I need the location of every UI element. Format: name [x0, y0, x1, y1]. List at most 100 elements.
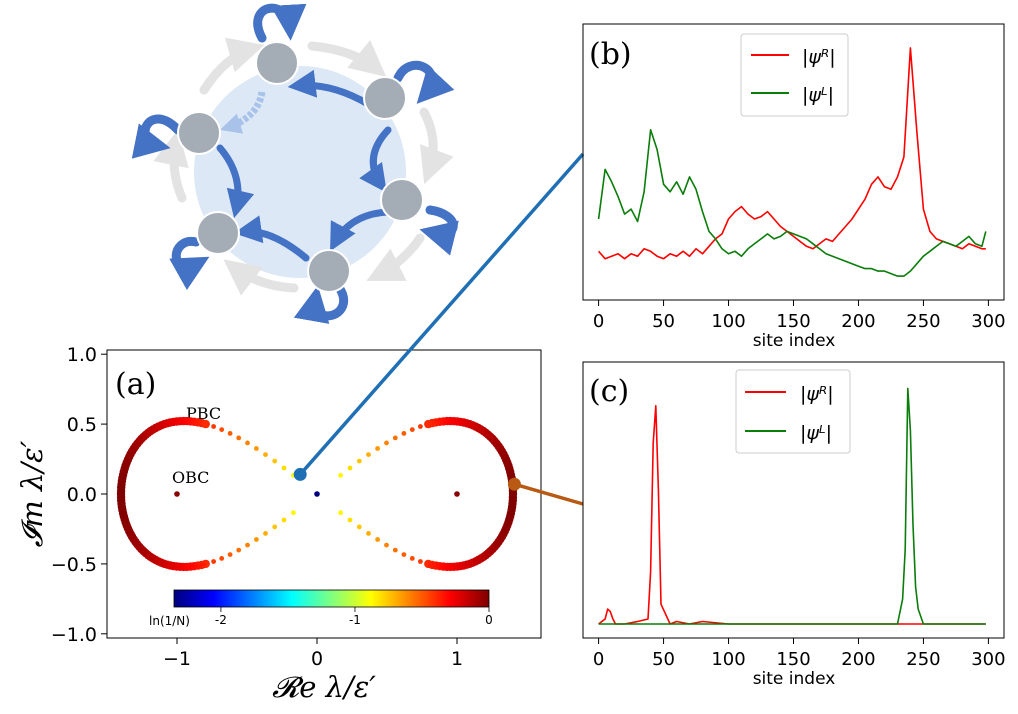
xtick-label: 50	[652, 649, 675, 670]
ring-node	[177, 111, 221, 155]
obc-point	[454, 491, 460, 497]
pbc-point	[409, 427, 415, 432]
pbc-point	[409, 556, 415, 561]
xtick-label: 200	[841, 311, 875, 332]
legend-label: |ψᴿ|	[802, 46, 836, 68]
pbc-point	[384, 542, 389, 548]
pbc-point	[227, 552, 233, 557]
colorbar-tick-label: -1	[349, 613, 361, 627]
pbc-point	[254, 446, 259, 451]
pbc-point	[272, 458, 278, 464]
pbc-point	[338, 472, 343, 478]
xtick-label: 0	[593, 311, 604, 332]
pbc-point	[227, 431, 233, 436]
panel-a-xticks: −1 0 1	[163, 638, 463, 670]
pbc-point	[418, 424, 423, 429]
xtick-label: 200	[841, 649, 875, 670]
panel-b-xticks: 0 50 100 150 200 250 300	[593, 300, 1006, 332]
panel-b-series	[597, 47, 987, 277]
pbc-point	[236, 435, 242, 441]
pbc-point	[291, 510, 296, 516]
pbc-point	[347, 517, 353, 523]
series-line-psi-l	[598, 387, 986, 625]
ring-node	[380, 178, 424, 222]
panel-b-legend: |ψᴿ| |ψᴸ|	[740, 33, 849, 117]
pbc-point	[245, 440, 250, 446]
pbc-point	[508, 493, 518, 502]
pbc-point	[366, 452, 371, 457]
selected-point-orange	[507, 477, 521, 491]
colorbar	[173, 589, 490, 608]
series-line-psi-l	[597, 129, 987, 277]
pbc-point	[211, 424, 217, 429]
xtick-label: 100	[711, 649, 745, 670]
pbc-point	[356, 458, 362, 464]
xtick-label: 250	[906, 311, 940, 332]
colorbar-tick-label: -2	[215, 613, 227, 627]
panel-c-xticks: 0 50 100 150 200 250 300	[593, 638, 1006, 670]
xtick-label: 100	[711, 311, 745, 332]
ytick-label: 0.5	[67, 414, 97, 436]
pbc-point	[201, 419, 210, 429]
pbc-point	[281, 465, 287, 471]
pbc-point	[418, 559, 423, 564]
panel-a-yticks: −1.0 −0.5 0.0 0.5 1.0	[51, 344, 107, 646]
panel-c: 0 50 100 150 200 250 300 (c) |ψᴿ| |ψᴸ| site in…	[582, 361, 1006, 689]
ytick-label: 1.0	[67, 344, 97, 366]
obc-spectrum	[174, 491, 460, 497]
ring-schematic	[131, 3, 459, 324]
ring-node	[307, 249, 351, 293]
connector-to-c	[513, 482, 584, 506]
pbc-point	[392, 547, 398, 553]
pbc-spectrum	[116, 416, 518, 572]
panel-b-xlabel: site index	[753, 331, 836, 351]
inner-blue-arrows	[216, 69, 392, 262]
pbc-point	[338, 510, 343, 516]
ytick-label: −0.5	[51, 554, 97, 576]
pbc-point	[263, 452, 268, 457]
pbc-point	[281, 517, 287, 523]
panel-a-label: (a)	[115, 367, 156, 402]
pbc-point	[401, 552, 407, 557]
selected-point-blue	[293, 467, 307, 481]
legend-label: |ψᴸ|	[802, 84, 834, 106]
pbc-point	[219, 556, 225, 561]
xtick-label: 150	[776, 311, 810, 332]
obc-point	[314, 491, 320, 497]
pbc-point	[272, 524, 278, 530]
xtick-label: 150	[776, 649, 810, 670]
dashed-arrow	[219, 91, 266, 134]
xtick-label: 300	[971, 649, 1005, 670]
legend-label: |ψᴿ|	[800, 383, 834, 405]
self-loop-arrows	[131, 3, 459, 324]
xtick-label: 0	[311, 648, 323, 670]
pbc-point	[347, 465, 353, 471]
ring-node	[255, 41, 299, 85]
panel-c-legend: |ψᴿ| |ψᴸ|	[735, 369, 851, 454]
pbc-point	[366, 531, 371, 536]
pbc-point	[263, 531, 268, 536]
pbc-point	[401, 431, 407, 436]
colorbar-label: ln(1/N)	[149, 614, 190, 628]
panel-b: 0 50 100 150 200 250 300 (b) |ψᴿ| |ψᴸ| site in…	[582, 23, 1006, 351]
panel-a-xlabel: 𝓡e λ/ε′	[272, 670, 376, 704]
obc-label: OBC	[172, 468, 209, 487]
pbc-point	[254, 537, 259, 542]
pbc-point	[375, 537, 380, 542]
pbc-point	[211, 559, 217, 564]
pbc-point	[392, 435, 398, 441]
connector-to-b	[298, 152, 585, 476]
xtick-label: 0	[593, 649, 604, 670]
legend-label: |ψᴸ|	[800, 422, 832, 444]
ring-nodes	[177, 41, 424, 293]
panel-b-label: (b)	[589, 37, 632, 72]
outer-gray-arrows	[153, 37, 454, 296]
panel-a: (a) PBC OBC −1.0−0.50.00.51.0 −1 0 1 ln(1/…	[15, 344, 542, 704]
xtick-label: −1	[163, 648, 191, 670]
ring-node	[363, 76, 407, 120]
ytick-label: −1.0	[51, 624, 97, 646]
pbc-point	[384, 440, 389, 446]
ring-node	[196, 211, 240, 255]
pbc-point	[356, 524, 362, 530]
